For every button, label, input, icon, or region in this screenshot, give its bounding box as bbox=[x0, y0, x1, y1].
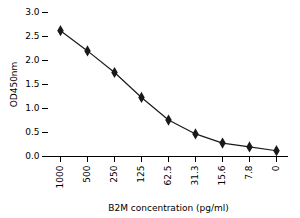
svg-text:2.5: 2.5 bbox=[25, 31, 39, 41]
svg-text:B2M concentration (pg/ml): B2M concentration (pg/ml) bbox=[108, 203, 228, 213]
svg-text:500: 500 bbox=[82, 165, 92, 182]
svg-text:1.0: 1.0 bbox=[25, 103, 40, 113]
svg-text:15.6: 15.6 bbox=[217, 165, 227, 185]
svg-text:62.5: 62.5 bbox=[163, 166, 173, 186]
svg-text:OD450nm: OD450nm bbox=[9, 62, 19, 108]
svg-text:1000: 1000 bbox=[55, 165, 65, 188]
svg-text:0.0: 0.0 bbox=[25, 151, 40, 161]
svg-text:7.8: 7.8 bbox=[244, 165, 254, 180]
svg-text:3.0: 3.0 bbox=[25, 7, 40, 17]
svg-text:31.3: 31.3 bbox=[190, 166, 200, 186]
svg-text:250: 250 bbox=[109, 165, 119, 182]
svg-text:125: 125 bbox=[136, 166, 146, 183]
svg-text:0: 0 bbox=[271, 165, 281, 171]
svg-text:1.5: 1.5 bbox=[25, 79, 39, 89]
svg-text:0.5: 0.5 bbox=[25, 127, 39, 137]
svg-text:2.0: 2.0 bbox=[25, 55, 40, 65]
